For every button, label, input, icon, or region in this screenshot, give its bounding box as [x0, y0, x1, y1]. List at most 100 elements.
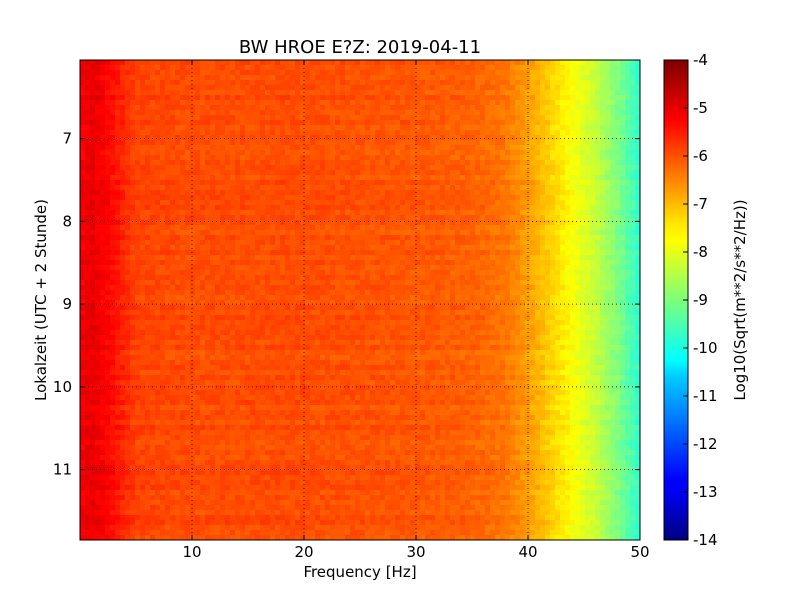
heatmap-cell	[170, 525, 176, 531]
heatmap-cell	[245, 415, 251, 421]
heatmap-cell	[105, 150, 111, 156]
heatmap-cell	[265, 500, 271, 506]
heatmap-cell	[180, 80, 186, 86]
heatmap-cell	[255, 405, 261, 411]
heatmap-cell	[190, 125, 196, 131]
heatmap-cell	[155, 400, 161, 406]
heatmap-cell	[250, 430, 256, 436]
heatmap-cell	[195, 480, 201, 486]
heatmap-cell	[230, 220, 236, 226]
heatmap-cell	[105, 90, 111, 96]
heatmap-cell	[290, 105, 296, 111]
heatmap-cell	[135, 200, 141, 206]
heatmap-cell	[195, 90, 201, 96]
heatmap-cell	[230, 60, 236, 66]
heatmap-cell	[130, 150, 136, 156]
heatmap-cell	[310, 235, 316, 241]
heatmap-cell	[165, 420, 171, 426]
heatmap-cell	[165, 380, 171, 386]
heatmap-cell	[320, 340, 326, 346]
heatmap-cell	[215, 515, 221, 521]
heatmap-cell	[230, 145, 236, 151]
heatmap-cell	[170, 255, 176, 261]
heatmap-cell	[225, 125, 231, 131]
heatmap-cell	[305, 320, 311, 326]
heatmap-cell	[335, 430, 341, 436]
heatmap-cell	[150, 460, 156, 466]
heatmap-cell	[185, 260, 191, 266]
heatmap-cell	[285, 170, 291, 176]
heatmap-cell	[105, 365, 111, 371]
heatmap-cell	[190, 145, 196, 151]
heatmap-cell	[185, 225, 191, 231]
heatmap-cell	[215, 235, 221, 241]
heatmap-cell	[145, 455, 151, 461]
heatmap-cell	[335, 480, 341, 486]
heatmap-cell	[310, 220, 316, 226]
heatmap-cell	[285, 275, 291, 281]
heatmap-cell	[175, 410, 181, 416]
heatmap-cell	[245, 245, 251, 251]
heatmap-cell	[130, 95, 136, 101]
heatmap-cell	[180, 165, 186, 171]
heatmap-cell	[230, 130, 236, 136]
heatmap-cell	[165, 315, 171, 321]
heatmap-cell	[105, 290, 111, 296]
heatmap-cell	[225, 415, 231, 421]
heatmap-cell	[125, 155, 131, 161]
heatmap-cell	[320, 485, 326, 491]
heatmap-cell	[235, 370, 241, 376]
heatmap-cell	[85, 400, 91, 406]
heatmap-cell	[105, 100, 111, 106]
heatmap-cell	[300, 225, 306, 231]
heatmap-cell	[295, 90, 301, 96]
heatmap-cell	[285, 265, 291, 271]
heatmap-cell	[190, 465, 196, 471]
heatmap-cell	[300, 400, 306, 406]
heatmap-cell	[240, 265, 246, 271]
heatmap-cell	[110, 395, 116, 401]
heatmap-cell	[170, 215, 176, 221]
heatmap-cell	[235, 410, 241, 416]
heatmap-cell	[135, 95, 141, 101]
heatmap-cell	[335, 240, 341, 246]
heatmap-cell	[190, 165, 196, 171]
heatmap-cell	[190, 230, 196, 236]
heatmap-cell	[245, 285, 251, 291]
heatmap-cell	[190, 280, 196, 286]
heatmap-cell	[175, 390, 181, 396]
heatmap-cell	[140, 145, 146, 151]
heatmap-cell	[85, 330, 91, 336]
heatmap-cell	[170, 440, 176, 446]
heatmap-cell	[275, 260, 281, 266]
heatmap-cell	[195, 525, 201, 531]
heatmap-cell	[195, 200, 201, 206]
heatmap-cell	[330, 180, 336, 186]
heatmap-cell	[215, 425, 221, 431]
heatmap-cell	[260, 345, 266, 351]
heatmap-cell	[145, 60, 151, 66]
heatmap-cell	[110, 145, 116, 151]
heatmap-cell	[320, 425, 326, 431]
heatmap-cell	[205, 90, 211, 96]
heatmap-cell	[80, 525, 86, 531]
heatmap-cell	[285, 515, 291, 521]
heatmap-cell	[85, 315, 91, 321]
heatmap-cell	[135, 125, 141, 131]
heatmap-cell	[170, 505, 176, 511]
heatmap-cell	[145, 370, 151, 376]
heatmap-cell	[215, 345, 221, 351]
heatmap-cell	[235, 365, 241, 371]
heatmap-cell	[295, 355, 301, 361]
heatmap-cell	[80, 70, 86, 76]
heatmap-cell	[230, 440, 236, 446]
heatmap-cell	[135, 300, 141, 306]
heatmap-cell	[85, 430, 91, 436]
heatmap-cell	[270, 315, 276, 321]
heatmap-cell	[175, 525, 181, 531]
heatmap-cell	[155, 495, 161, 501]
heatmap-cell	[240, 240, 246, 246]
heatmap-cell	[80, 295, 86, 301]
heatmap-cell	[185, 395, 191, 401]
heatmap-cell	[250, 510, 256, 516]
